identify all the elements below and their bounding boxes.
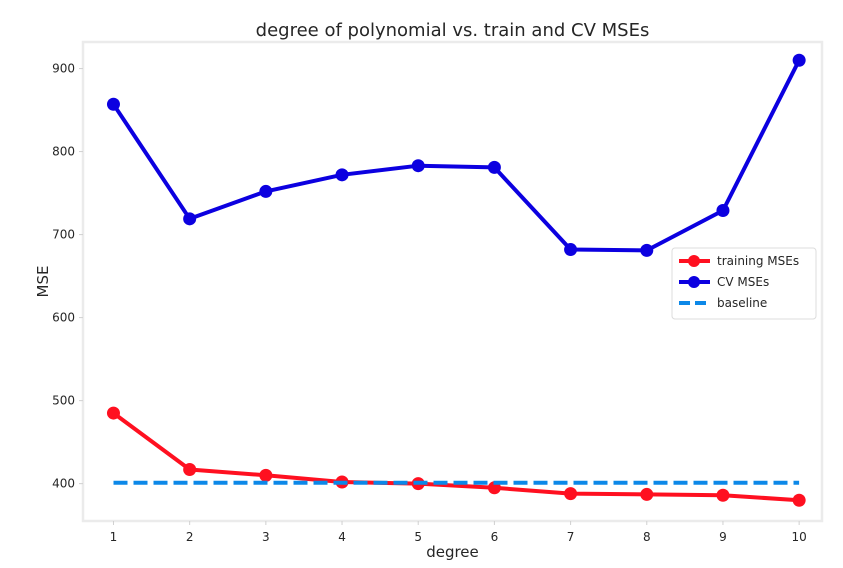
legend-marker — [688, 255, 700, 267]
y-tick-label: 700 — [52, 228, 75, 242]
x-tick-label: 7 — [567, 530, 575, 544]
legend-label: CV MSEs — [717, 275, 769, 289]
x-tick-label: 6 — [491, 530, 499, 544]
training-mses-point — [716, 488, 730, 502]
legend-label: training MSEs — [717, 254, 799, 268]
x-tick-label: 4 — [338, 530, 346, 544]
y-tick-label: 600 — [52, 311, 75, 325]
cv-mses-point — [564, 243, 578, 257]
cv-mses-point — [106, 97, 120, 111]
x-tick-label: 10 — [792, 530, 807, 544]
y-axis-label: MSE — [34, 266, 52, 298]
y-tick-label: 900 — [52, 62, 75, 76]
cv-mses-point — [259, 184, 273, 198]
training-mses-point — [792, 493, 806, 507]
cv-mses-line — [111, 59, 801, 253]
cv-mses-point — [335, 168, 349, 182]
x-axis-label: degree — [426, 543, 479, 561]
training-mses-point — [183, 463, 197, 477]
cv-mses-point — [640, 243, 654, 257]
chart-title: degree of polynomial vs. train and CV MS… — [256, 20, 650, 41]
y-tick-label: 800 — [52, 145, 75, 159]
legend-entry-training-mses: training MSEs — [679, 254, 799, 268]
cv-mses-point — [487, 160, 501, 174]
y-axis-ticks: 400 500 600 700 800 900 — [52, 62, 83, 491]
training-mses-line — [112, 411, 800, 503]
series-layer — [106, 53, 806, 507]
training-mses-point — [106, 406, 120, 420]
legend: training MSEs CV MSEs baseline — [671, 247, 817, 320]
x-tick-label: 5 — [414, 530, 422, 544]
x-tick-label: 9 — [719, 530, 727, 544]
y-tick-label: 500 — [52, 394, 75, 408]
legend-box — [671, 247, 817, 320]
x-tick-label: 1 — [110, 530, 118, 544]
x-tick-label: 8 — [643, 530, 651, 544]
legend-entry-baseline: baseline — [679, 296, 767, 310]
x-tick-label: 2 — [186, 530, 194, 544]
training-mses-point — [564, 487, 578, 501]
legend-entry-cv-mses: CV MSEs — [679, 275, 769, 289]
legend-marker — [688, 276, 700, 288]
training-mses-point — [259, 468, 273, 482]
cv-mses-point — [792, 53, 806, 67]
training-mses-point — [640, 487, 654, 501]
x-axis-ticks: 1 2 3 4 5 6 7 8 9 10 — [110, 521, 807, 544]
cv-mses-point — [183, 212, 197, 226]
cv-mses-point — [716, 204, 730, 218]
legend-label: baseline — [717, 296, 767, 310]
y-tick-label: 400 — [52, 477, 75, 491]
cv-mses-point — [411, 159, 425, 173]
x-tick-label: 3 — [262, 530, 270, 544]
